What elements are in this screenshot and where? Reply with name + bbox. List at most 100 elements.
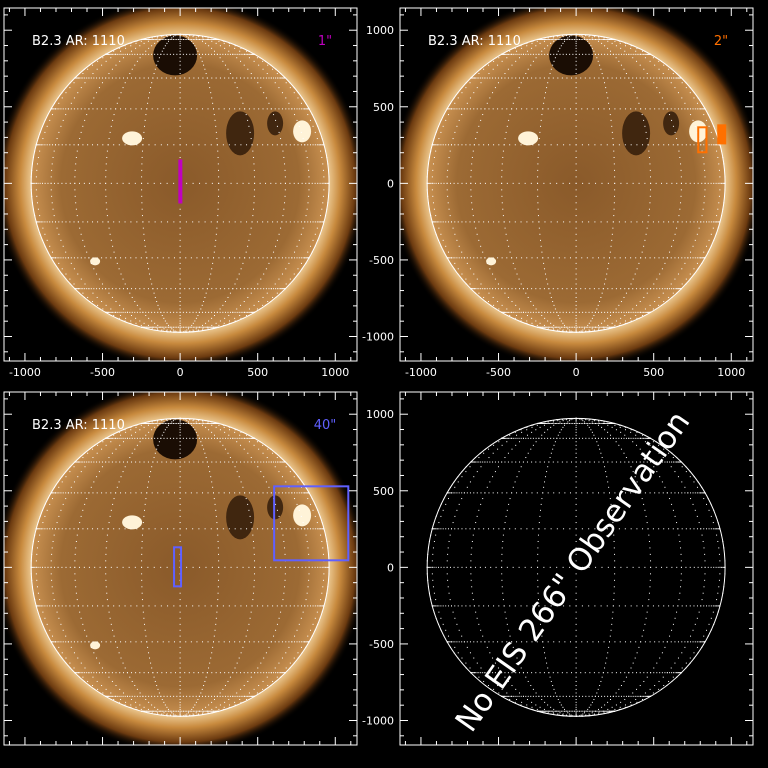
grid-dot: [582, 311, 584, 313]
grid-dot: [644, 311, 646, 313]
grid-dot: [293, 221, 295, 223]
grid-dot: [169, 437, 171, 439]
grid-dot: [511, 257, 513, 259]
grid-dot: [694, 108, 696, 110]
grid-dot: [242, 182, 244, 184]
grid-dot: [142, 437, 144, 439]
grid-dot: [556, 53, 558, 55]
grid-dot: [497, 82, 499, 84]
grid-dot: [204, 329, 206, 331]
grid-dot: [470, 182, 472, 184]
grid-dot: [549, 326, 551, 328]
grid-dot: [56, 108, 58, 110]
grid-dot: [108, 695, 110, 697]
grid-dot: [607, 53, 609, 55]
grid-dot: [164, 422, 166, 424]
grid-dot: [325, 150, 327, 152]
grid-dot: [537, 215, 539, 217]
grid-dot: [124, 82, 126, 84]
grid-dot: [661, 182, 663, 184]
grid-dot: [251, 221, 253, 223]
grid-dot: [635, 50, 637, 52]
grid-dot: [597, 304, 599, 306]
grid-dot: [105, 189, 107, 191]
grid-dot: [669, 288, 671, 290]
grid-dot: [194, 38, 196, 40]
grid-dot: [553, 60, 555, 62]
grid-dot: [93, 97, 95, 99]
grid-dot: [140, 708, 142, 710]
grid-dot: [554, 38, 556, 40]
grid-dot: [115, 53, 117, 55]
grid-dot: [219, 77, 221, 79]
grid-dot: [157, 40, 159, 42]
grid-dot: [632, 311, 634, 313]
grid-dot: [710, 131, 712, 133]
grid-dot: [278, 461, 280, 463]
grid-dot: [109, 515, 111, 517]
grid-dot: [108, 311, 110, 313]
grid-dot: [65, 566, 67, 568]
grid-dot: [615, 288, 617, 290]
grid-dot: [708, 221, 710, 223]
grid-dot: [509, 144, 511, 146]
grid-dot: [655, 308, 657, 310]
grid-dot: [179, 156, 181, 158]
grid-dot: [152, 710, 154, 712]
grid-dot: [249, 437, 251, 439]
grid-dot: [704, 195, 706, 197]
grid-dot: [179, 92, 181, 94]
grid-dot: [473, 257, 475, 259]
grid-dot: [575, 97, 577, 99]
grid-dot: [578, 331, 580, 333]
grid-dot: [175, 331, 177, 333]
grid-dot: [179, 239, 181, 241]
grid-dot: [278, 278, 280, 280]
grid-dot: [558, 330, 560, 332]
grid-dot: [199, 566, 201, 568]
grid-dot: [31, 169, 33, 171]
grid-dot: [693, 144, 695, 146]
grid-dot: [30, 573, 32, 575]
grid-dot: [639, 77, 641, 79]
grid-dot: [550, 68, 552, 70]
grid-dot: [717, 182, 719, 184]
grid-dot: [73, 108, 75, 110]
grid-dot: [253, 492, 255, 494]
grid-dot: [246, 50, 248, 52]
grid-dot: [110, 437, 112, 439]
grid-dot: [35, 144, 37, 146]
grid-dot: [154, 36, 156, 38]
grid-dot: [270, 288, 272, 290]
grid-dot: [195, 328, 197, 330]
grid-dot: [680, 176, 682, 178]
grid-dot: [489, 288, 491, 290]
grid-dot: [715, 233, 717, 235]
grid-dot: [192, 53, 194, 55]
grid-dot: [80, 617, 82, 619]
grid-dot: [623, 311, 625, 313]
grid-dot: [143, 710, 145, 712]
grid-dot: [143, 38, 145, 40]
grid-dot: [65, 144, 67, 146]
grid-dot: [118, 317, 120, 319]
grid-dot: [562, 36, 564, 38]
grid-dot: [142, 144, 144, 146]
grid-dot: [34, 215, 36, 217]
grid-dot: [275, 296, 277, 298]
plot-area: [4, 392, 357, 745]
grid-dot: [165, 419, 167, 421]
grid-dot: [721, 182, 723, 184]
grid-dot: [249, 311, 251, 313]
grid-dot: [240, 60, 242, 62]
grid-dot: [317, 239, 319, 241]
grid-dot: [216, 221, 218, 223]
grid-dot: [168, 641, 170, 643]
grid-dot: [689, 273, 691, 275]
grid-dot: [205, 292, 207, 294]
grid-dot: [99, 441, 101, 443]
grid-dot: [663, 64, 665, 66]
grid-dot: [243, 64, 245, 66]
grid-dot: [164, 326, 166, 328]
grid-dot: [106, 437, 108, 439]
